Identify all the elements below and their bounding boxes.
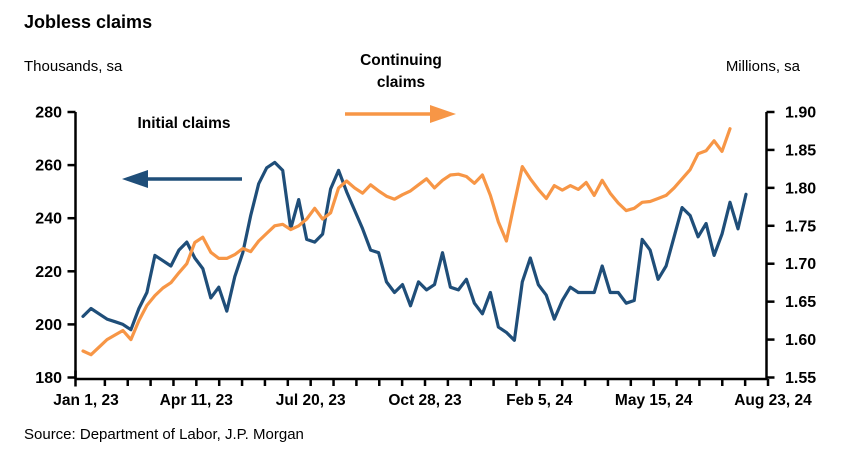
x-axis-tick-label: May 15, 24 (615, 392, 693, 409)
initial-claims-arrow-head (122, 170, 148, 188)
y-axis-right-tick-label: 1.65 (785, 294, 816, 311)
initial-claims-annotation: Initial claims (137, 115, 231, 132)
y-axis-left-tick-label: 280 (35, 105, 62, 122)
y-axis-right-tick-label: 1.75 (785, 218, 816, 235)
right-axis-unit-label: Millions, sa (725, 58, 800, 75)
y-axis-left-tick-label: 260 (35, 158, 62, 175)
y-axis-right-tick-label: 1.90 (785, 105, 816, 122)
continuing-claims-annotation: Continuing claims (360, 52, 442, 92)
source-note: Source: Department of Labor, J.P. Morgan (24, 426, 304, 443)
x-axis-tick-label: Apr 11, 23 (160, 392, 234, 409)
y-axis-left-tick-label: 240 (35, 211, 62, 228)
y-axis-right-tick-label: 1.70 (785, 256, 816, 273)
continuing-claims-arrow-head (430, 105, 456, 123)
y-axis-left-tick-label: 200 (35, 317, 62, 334)
x-axis-tick-label: Oct 28, 23 (388, 392, 462, 409)
initial-claims-line (81, 160, 748, 342)
y-axis-right-tick-label: 1.85 (785, 142, 816, 159)
y-axis-left-tick-label: 220 (35, 264, 62, 281)
y-axis-right-tick-label: 1.60 (785, 332, 816, 349)
chart-title: Jobless claims (24, 12, 153, 32)
y-axis-right-tick-label: 1.55 (785, 370, 816, 387)
continuing-claims-line (81, 127, 732, 357)
y-axis-right-tick-label: 1.80 (785, 180, 816, 197)
x-axis-tick-label: Feb 5, 24 (506, 392, 573, 409)
x-axis-tick-label: Jan 1, 23 (53, 392, 119, 409)
x-axis-tick-label: Aug 23, 24 (734, 392, 812, 409)
y-axis-left-tick-label: 180 (35, 370, 62, 387)
left-axis-unit-label: Thousands, sa (24, 58, 123, 75)
x-axis-tick-label: Jul 20, 23 (276, 392, 346, 409)
